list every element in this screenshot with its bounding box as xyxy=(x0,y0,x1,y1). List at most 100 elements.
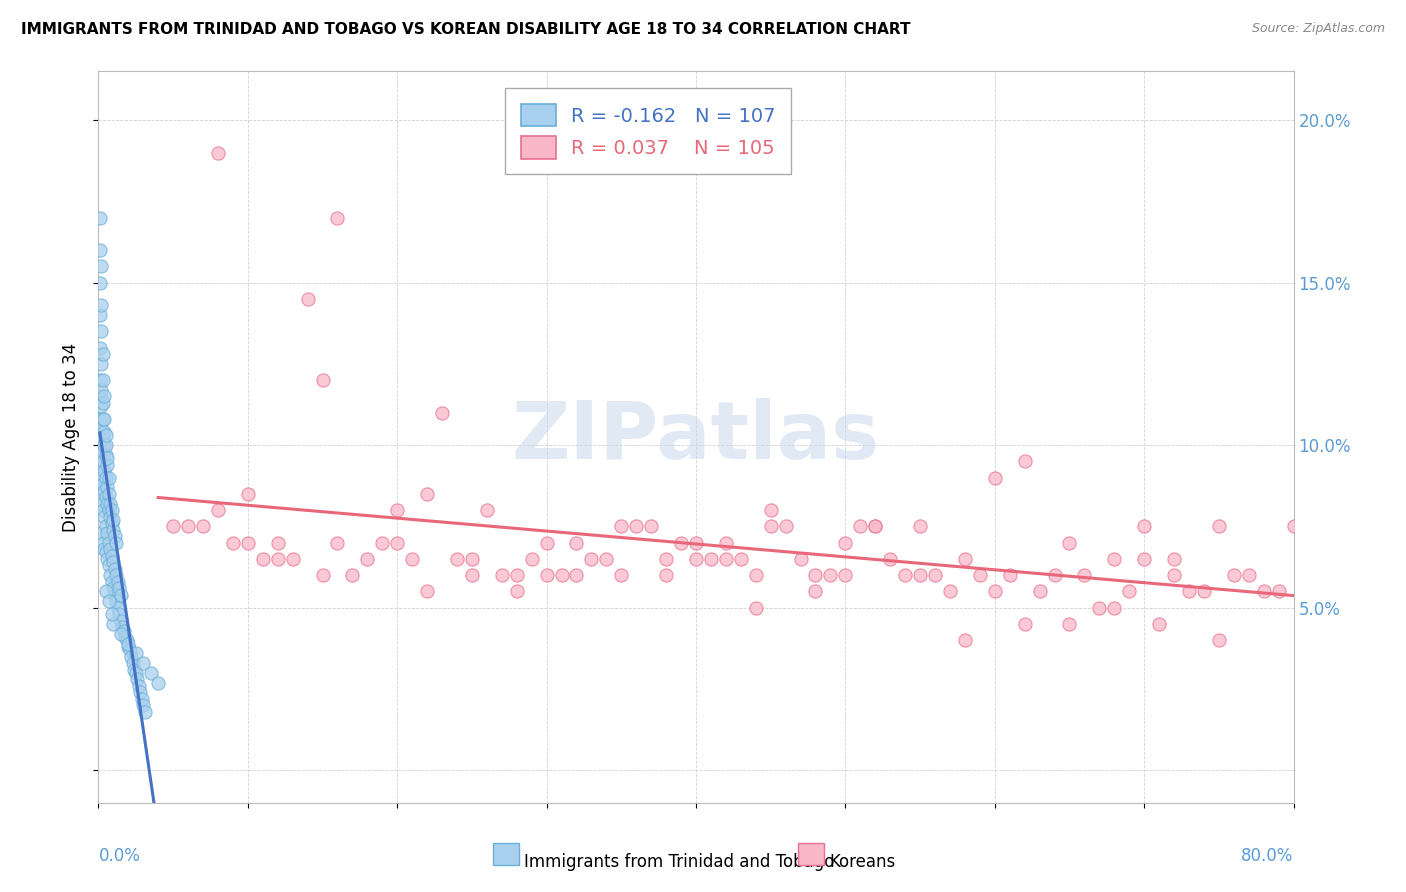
Point xyxy=(98,568,122,582)
Point xyxy=(610,519,633,533)
Point xyxy=(96,458,118,472)
Point xyxy=(125,665,148,680)
Point xyxy=(103,513,125,527)
Point xyxy=(89,243,111,257)
Point xyxy=(759,503,782,517)
Point xyxy=(849,519,872,533)
Point xyxy=(89,308,111,322)
Point xyxy=(117,636,139,650)
FancyBboxPatch shape xyxy=(494,843,519,865)
Point xyxy=(134,705,156,719)
Point xyxy=(97,471,120,485)
Point xyxy=(101,503,124,517)
Point xyxy=(94,519,117,533)
Point xyxy=(101,607,124,622)
Point xyxy=(804,568,827,582)
Point xyxy=(297,292,319,306)
Point xyxy=(93,412,115,426)
Point xyxy=(91,503,114,517)
Point xyxy=(101,516,124,531)
Point xyxy=(98,509,122,524)
Point xyxy=(1088,600,1111,615)
Point xyxy=(1059,617,1081,632)
Point xyxy=(953,633,976,648)
Point xyxy=(93,542,115,557)
Point xyxy=(101,549,124,563)
Point xyxy=(90,471,112,485)
Point xyxy=(745,600,768,615)
Point xyxy=(356,552,378,566)
Point xyxy=(121,656,143,670)
Point xyxy=(416,487,439,501)
Point xyxy=(475,503,498,517)
Point xyxy=(105,594,128,608)
Point xyxy=(91,373,114,387)
Point xyxy=(416,584,439,599)
Point xyxy=(89,276,111,290)
Point xyxy=(685,552,707,566)
Point xyxy=(536,568,558,582)
Point xyxy=(103,523,125,537)
Point xyxy=(865,519,887,533)
Point xyxy=(112,624,135,638)
Point xyxy=(461,552,484,566)
Point xyxy=(879,552,901,566)
Point xyxy=(207,145,229,160)
Point xyxy=(953,552,976,566)
Point xyxy=(94,545,117,559)
Point xyxy=(101,574,124,589)
Point xyxy=(595,552,617,566)
Point xyxy=(908,568,931,582)
Point xyxy=(894,568,917,582)
Point xyxy=(834,568,856,582)
Point xyxy=(177,519,200,533)
Point xyxy=(820,568,842,582)
Point xyxy=(1208,519,1230,533)
Point xyxy=(91,535,114,549)
Point xyxy=(89,341,111,355)
Point xyxy=(267,552,290,566)
Point xyxy=(110,626,132,640)
Point xyxy=(104,588,127,602)
Point xyxy=(1104,600,1126,615)
Point xyxy=(252,552,274,566)
Point xyxy=(98,497,122,511)
Point xyxy=(789,552,811,566)
Point xyxy=(834,535,856,549)
Point xyxy=(94,471,117,485)
Point xyxy=(430,406,453,420)
Point xyxy=(89,461,111,475)
Point xyxy=(108,607,131,622)
Point xyxy=(129,685,152,699)
Point xyxy=(984,584,1007,599)
Point xyxy=(655,552,678,566)
Point xyxy=(775,519,797,533)
Point xyxy=(1133,552,1156,566)
Legend: R = -0.162   N = 107, R = 0.037    N = 105: R = -0.162 N = 107, R = 0.037 N = 105 xyxy=(505,88,792,174)
Point xyxy=(446,552,468,566)
Point xyxy=(1014,454,1036,468)
Point xyxy=(714,535,737,549)
Point xyxy=(94,584,117,599)
Point xyxy=(96,497,118,511)
Point xyxy=(132,656,155,670)
Point xyxy=(939,584,962,599)
Point xyxy=(1118,584,1140,599)
Point xyxy=(745,568,768,582)
Point xyxy=(91,412,114,426)
Point xyxy=(91,454,114,468)
Point xyxy=(1282,519,1305,533)
Point xyxy=(626,519,648,533)
Point xyxy=(550,568,572,582)
Point xyxy=(311,568,333,582)
Text: Koreans: Koreans xyxy=(830,853,896,871)
Point xyxy=(94,438,117,452)
Point xyxy=(969,568,991,582)
Point xyxy=(1043,568,1066,582)
Point xyxy=(148,675,170,690)
Point xyxy=(700,552,723,566)
Point xyxy=(96,526,118,541)
Point xyxy=(759,519,782,533)
Point xyxy=(581,552,603,566)
Text: 80.0%: 80.0% xyxy=(1241,847,1294,864)
